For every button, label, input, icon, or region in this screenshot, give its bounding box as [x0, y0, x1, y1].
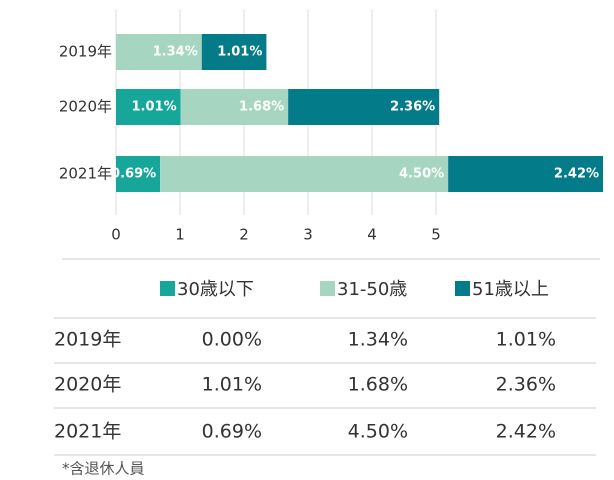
data-label: 1.01% — [132, 100, 177, 115]
x-tick-label: 3 — [303, 226, 313, 244]
bar — [116, 89, 181, 125]
x-tick-label: 5 — [431, 226, 441, 244]
data-label: 1.01% — [217, 45, 262, 60]
x-tick-label: 2 — [239, 226, 249, 244]
footnote: *含退休人員 — [62, 460, 145, 478]
y-tick-label: 2020年 — [59, 98, 112, 116]
legend-label: 51歳以上 — [472, 279, 549, 300]
table-cell: 1.01% — [496, 329, 556, 351]
legend-swatch — [160, 281, 175, 296]
table-cell: 2020年 — [54, 374, 121, 396]
data-label: 1.68% — [239, 100, 284, 115]
table-cell: 2021年 — [54, 421, 121, 443]
x-tick-label: 1 — [175, 226, 185, 244]
bar — [116, 34, 202, 70]
table-cell: 2.42% — [496, 421, 556, 443]
bar — [448, 156, 604, 192]
legend-swatch — [455, 281, 470, 296]
data-label: 2.36% — [390, 100, 435, 115]
legend-swatch — [320, 281, 335, 296]
table-cell: 4.50% — [348, 421, 408, 443]
bar — [116, 156, 161, 192]
table-cell: 1.34% — [348, 329, 408, 351]
table-cell: 2.36% — [496, 374, 556, 396]
data-label: 4.50% — [399, 167, 444, 182]
table-cell: 1.01% — [202, 374, 262, 396]
table-cell: 0.00% — [202, 329, 262, 351]
y-tick-label: 2019年 — [59, 43, 112, 61]
legend-label: 31-50歳 — [337, 279, 407, 300]
data-label: 0.69% — [111, 167, 156, 182]
table-cell: 1.68% — [348, 374, 408, 396]
data-label: 2.42% — [554, 167, 599, 182]
bar — [288, 89, 440, 125]
bar — [201, 34, 267, 70]
table-cell: 0.69% — [202, 421, 262, 443]
x-tick-label: 4 — [367, 226, 377, 244]
y-tick-label: 2021年 — [59, 165, 112, 183]
bar — [160, 156, 449, 192]
x-tick-label: 0 — [111, 226, 121, 244]
bar — [180, 89, 289, 125]
data-label: 1.34% — [153, 45, 198, 60]
legend-label: 30歳以下 — [177, 279, 254, 300]
table-cell: 2019年 — [54, 329, 121, 351]
